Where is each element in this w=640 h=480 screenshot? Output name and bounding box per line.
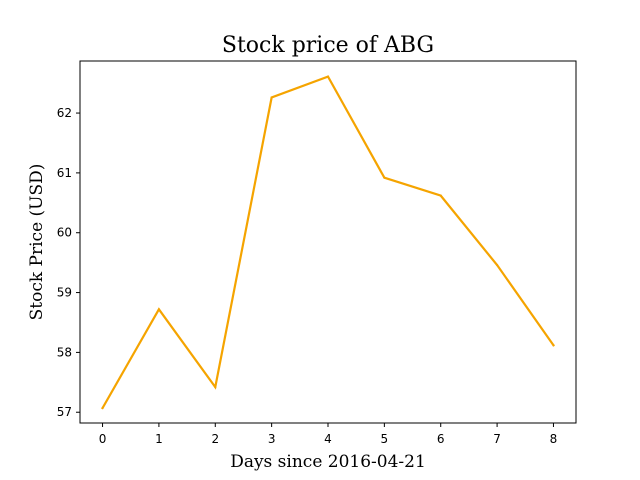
data-point bbox=[214, 385, 217, 389]
data-point bbox=[101, 406, 104, 410]
x-tick-label: 6 bbox=[437, 432, 445, 446]
x-tick-label: 8 bbox=[550, 432, 558, 446]
data-point bbox=[157, 308, 161, 311]
x-tick-label: 7 bbox=[493, 432, 501, 446]
y-tick-label: 61 bbox=[57, 166, 72, 180]
data-point bbox=[383, 176, 386, 179]
x-tick-label: 0 bbox=[99, 432, 107, 446]
y-tick-label: 59 bbox=[57, 286, 72, 300]
stock-price-points bbox=[101, 75, 555, 410]
data-point bbox=[495, 263, 499, 267]
y-axis-ticks: 57 58 59 60 61 62 bbox=[57, 106, 80, 419]
y-tick-label: 58 bbox=[57, 345, 72, 359]
data-point bbox=[439, 194, 442, 197]
x-tick-label: 1 bbox=[155, 432, 163, 446]
x-axis-label: Days since 2016-04-21 bbox=[230, 452, 426, 472]
y-tick-label: 62 bbox=[57, 106, 72, 120]
x-tick-label: 5 bbox=[381, 432, 389, 446]
y-tick-label: 57 bbox=[57, 405, 72, 419]
x-tick-label: 3 bbox=[268, 432, 276, 446]
y-axis-label: Stock Price (USD) bbox=[27, 164, 47, 321]
plot-frame bbox=[79, 60, 577, 424]
data-point bbox=[552, 344, 555, 347]
x-tick-label: 2 bbox=[211, 432, 219, 446]
x-tick-label: 4 bbox=[324, 432, 332, 446]
stock-price-line bbox=[101, 75, 555, 410]
chart-title: Stock price of ABG bbox=[222, 33, 434, 58]
y-tick-label: 60 bbox=[57, 226, 72, 240]
x-axis-ticks: 0 1 2 3 4 5 6 7 8 bbox=[99, 423, 558, 446]
data-point bbox=[326, 75, 330, 78]
data-point bbox=[270, 96, 273, 99]
